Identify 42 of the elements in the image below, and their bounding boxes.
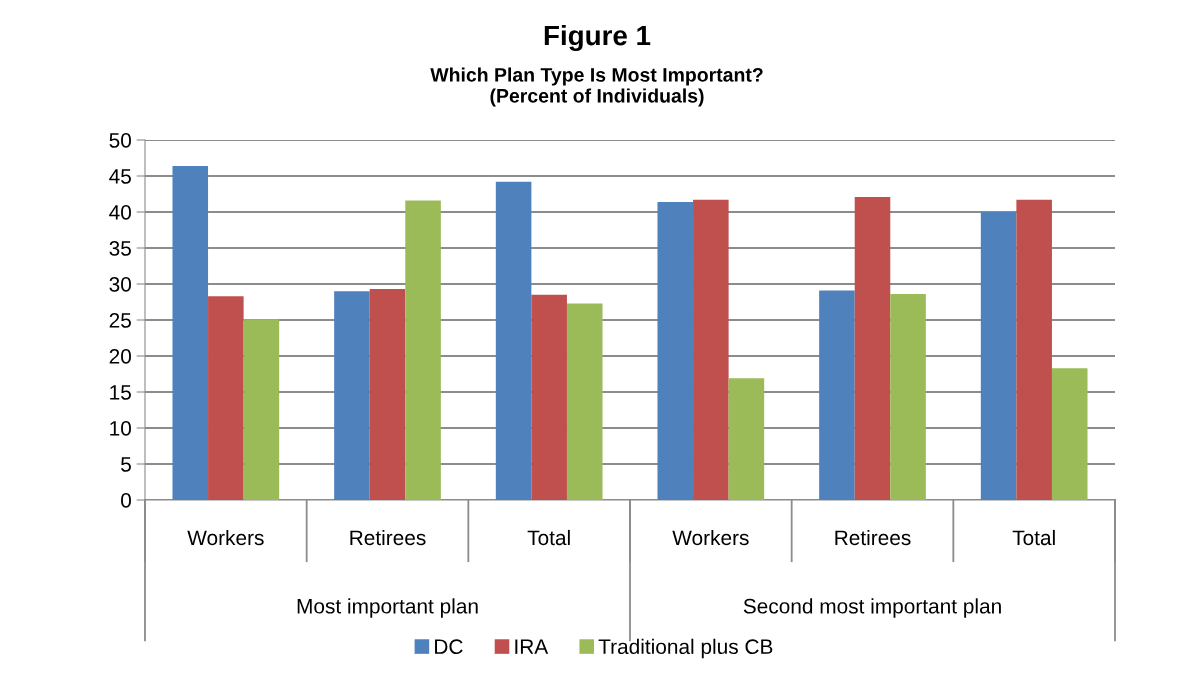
y-tick-label: 15	[110, 385, 131, 400]
x-tick-label: Workers	[672, 529, 749, 546]
y-tick-label: 0	[121, 493, 131, 508]
bar	[495, 181, 532, 500]
bar	[1016, 199, 1052, 500]
bar	[890, 294, 926, 500]
y-tick-label: 30	[109, 277, 131, 292]
bar	[405, 200, 441, 500]
x-tick-label: Retirees	[350, 529, 426, 546]
bar	[369, 289, 406, 500]
y-tick-label: 45	[109, 169, 131, 184]
chart-subtitle: Which Plan Type Is Most Important? (Percent of Individuals)	[430, 67, 763, 107]
bar	[819, 290, 855, 500]
bar	[693, 199, 729, 500]
text: Most important plan	[297, 598, 478, 618]
bar	[208, 296, 244, 500]
chart-title: Figure 1	[544, 24, 651, 52]
bar	[243, 319, 280, 500]
bar	[334, 291, 370, 500]
y-tick-label: 25	[109, 313, 131, 328]
x-tick-label: Total	[527, 529, 570, 546]
bar	[657, 201, 694, 500]
bar	[172, 165, 209, 500]
legend-label: IRA	[515, 639, 549, 654]
bar	[531, 294, 567, 500]
y-tick-label: 10	[110, 421, 131, 436]
bar	[728, 378, 765, 500]
y-tick-label: 20	[109, 349, 131, 364]
y-tick-label: 40	[109, 205, 131, 220]
legend-label: DC	[435, 639, 463, 655]
bar	[980, 212, 1017, 500]
legend-label: Traditional plus CB	[598, 638, 773, 659]
x-tick-label: Total	[1012, 529, 1055, 546]
y-tick-label: 50	[109, 133, 131, 148]
bar	[854, 196, 891, 500]
bar	[566, 303, 603, 500]
x-tick-label: Workers	[187, 529, 264, 546]
text: Second most important plan	[743, 598, 1001, 618]
bar	[1051, 368, 1088, 500]
y-tick-label: 35	[109, 241, 131, 256]
y-tick-label: 5	[121, 457, 131, 472]
x-tick-label: Retirees	[835, 529, 911, 546]
